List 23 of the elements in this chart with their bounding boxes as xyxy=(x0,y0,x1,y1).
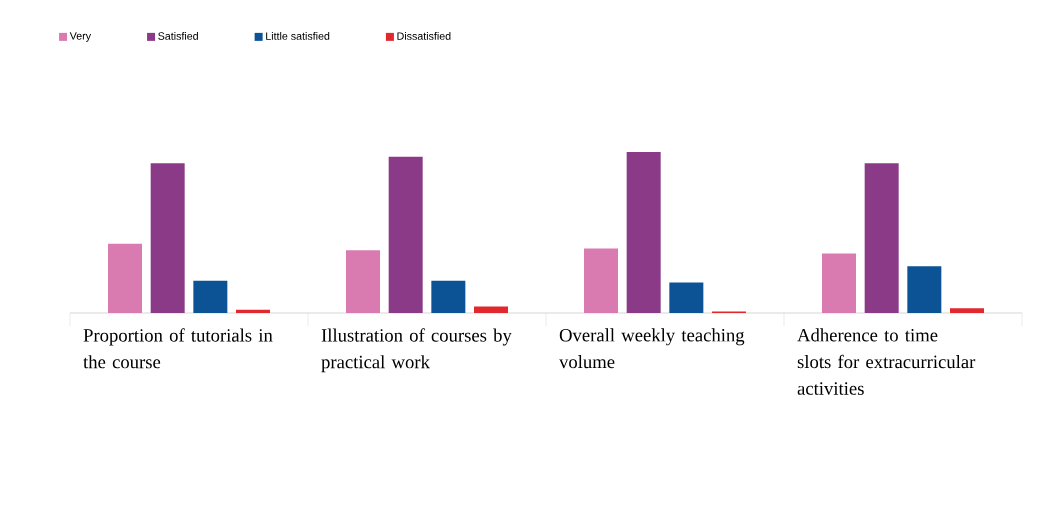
bar xyxy=(864,163,899,313)
legend-label: Satisfied xyxy=(158,32,198,40)
bar xyxy=(584,248,619,313)
bar xyxy=(431,280,466,313)
bar xyxy=(907,266,942,313)
x-tick-label: Proportion of tutorials in the course xyxy=(83,328,273,369)
bar xyxy=(822,253,856,313)
x-tick-label: Illustration of courses by practical work xyxy=(321,328,512,373)
bar xyxy=(193,280,228,313)
bar xyxy=(626,151,661,313)
bar xyxy=(950,308,984,313)
x-tick-label: Adherence to time slots for extracurricular activities xyxy=(797,328,976,395)
legend-label: Dissatisfied xyxy=(397,32,451,40)
bar xyxy=(474,306,509,313)
bar xyxy=(150,163,185,313)
bar xyxy=(236,309,271,313)
legend-label: Very xyxy=(69,32,92,42)
x-tick-label: Overall weekly teaching volume xyxy=(559,328,745,369)
bar xyxy=(108,243,143,313)
bar xyxy=(388,156,423,313)
bar xyxy=(346,250,381,313)
bar xyxy=(669,282,704,313)
legend-label: Little satisfied xyxy=(266,32,330,40)
